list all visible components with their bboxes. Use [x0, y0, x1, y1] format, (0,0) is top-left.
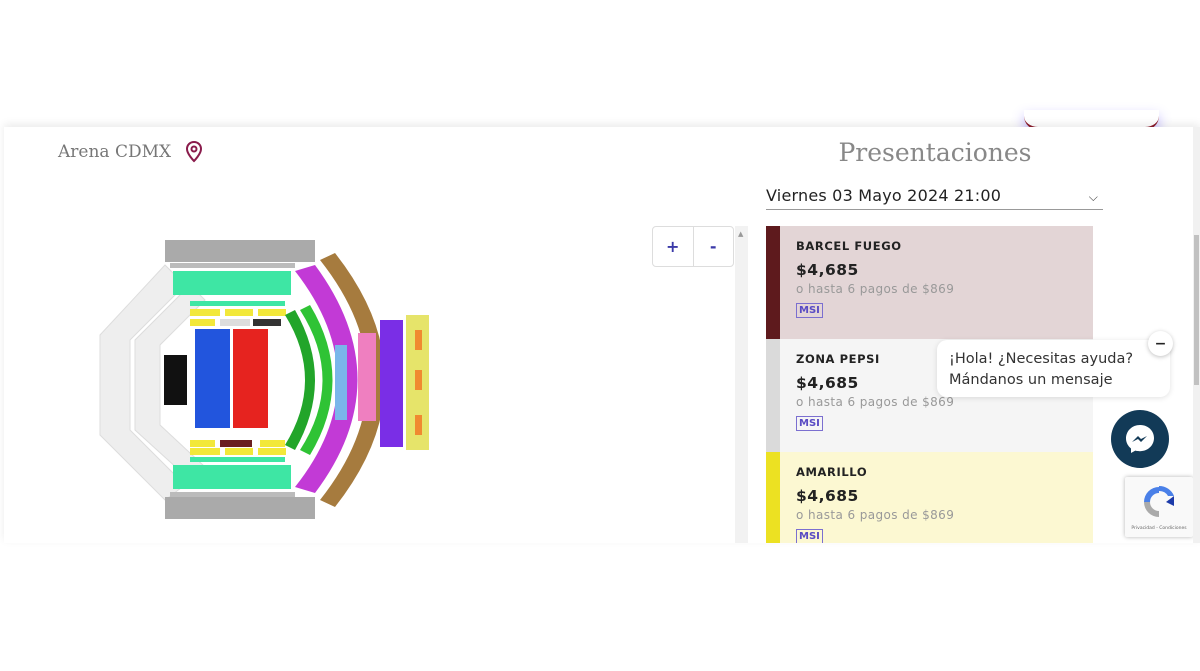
chat-line-1: ¡Hola! ¿Necesitas ayuda?	[949, 351, 1134, 367]
messenger-button[interactable]	[1111, 410, 1169, 468]
date-select-value: Viernes 03 Mayo 2024 21:00	[766, 186, 1002, 205]
zone-color-stripe	[766, 339, 780, 452]
map-section-green-bottom[interactable]	[173, 465, 291, 489]
chat-minimize-button[interactable]: −	[1148, 331, 1173, 356]
zone-price: $4,685	[796, 261, 859, 279]
chat-greeting-bubble[interactable]: ¡Hola! ¿Necesitas ayuda? Mándanos un men…	[937, 340, 1170, 397]
map-section-purple[interactable]	[295, 265, 358, 493]
msi-badge: MSI	[796, 303, 823, 318]
zone-color-stripe	[766, 226, 780, 339]
map-section-yellow[interactable]	[190, 309, 286, 455]
zone-installments: o hasta 6 pagos de $869	[796, 508, 955, 522]
zones-scrollbar[interactable]: ▲	[735, 226, 748, 543]
recaptcha-text: Privacidad - Condiciones	[1131, 526, 1187, 531]
chevron-down-icon: ⌵	[1088, 190, 1098, 204]
map-stage	[164, 355, 187, 405]
msi-badge: MSI	[796, 416, 823, 431]
date-select[interactable]: Viernes 03 Mayo 2024 21:00 ⌵	[766, 186, 1103, 210]
page-scrollbar-thumb[interactable]	[1194, 235, 1199, 385]
venue-seat-map[interactable]	[95, 235, 440, 525]
zone-name: ZONA PEPSI	[796, 352, 880, 366]
zone-installments: o hasta 6 pagos de $869	[796, 395, 955, 409]
map-section-light-blue[interactable]	[335, 345, 347, 420]
map-section-green-top[interactable]	[173, 271, 291, 295]
venue-name: Arena CDMX	[58, 142, 172, 162]
zone-price: $4,685	[796, 487, 859, 505]
zoom-in-button[interactable]: +	[653, 227, 694, 266]
messenger-icon	[1126, 425, 1154, 453]
map-section-red-floor[interactable]	[233, 329, 268, 428]
zoom-out-button[interactable]: -	[709, 237, 717, 256]
page-scrollbar[interactable]	[1193, 127, 1200, 543]
zone-installments: o hasta 6 pagos de $869	[796, 282, 955, 296]
location-pin-icon[interactable]	[185, 141, 203, 163]
map-section-lower-left-gray[interactable]	[99, 264, 206, 501]
scroll-up-icon[interactable]: ▲	[738, 230, 744, 238]
zone-card-amarillo[interactable]: AMARILLO $4,685 o hasta 6 pagos de $869 …	[766, 452, 1093, 543]
map-section-pink[interactable]	[358, 333, 376, 421]
chat-line-2: Mándanos un mensaje	[949, 372, 1113, 388]
recaptcha-icon	[1144, 485, 1174, 517]
map-section-gray-top[interactable]	[165, 240, 315, 262]
zone-name: BARCEL FUEGO	[796, 239, 902, 253]
zone-card-barcel-fuego[interactable]: BARCEL FUEGO $4,685 o hasta 6 pagos de $…	[766, 226, 1093, 339]
zone-price: $4,685	[796, 374, 859, 392]
map-zoom-controls: + -	[652, 226, 734, 267]
msi-badge: MSI	[796, 529, 823, 543]
presentations-title: Presentaciones	[838, 138, 1032, 167]
recaptcha-badge[interactable]: Privacidad - Condiciones	[1125, 477, 1193, 537]
map-section-blue-floor[interactable]	[195, 329, 230, 428]
map-section-pepsi-dark[interactable]	[253, 319, 281, 326]
map-section-purple-back[interactable]	[380, 320, 403, 447]
map-section-green-side[interactable]	[285, 310, 315, 450]
map-section-brown[interactable]	[320, 253, 385, 507]
zone-color-stripe	[766, 452, 780, 543]
map-section-barcel-fuego[interactable]	[220, 440, 252, 447]
map-section-gray-bottom[interactable]	[165, 497, 315, 519]
zone-name: AMARILLO	[796, 465, 868, 479]
